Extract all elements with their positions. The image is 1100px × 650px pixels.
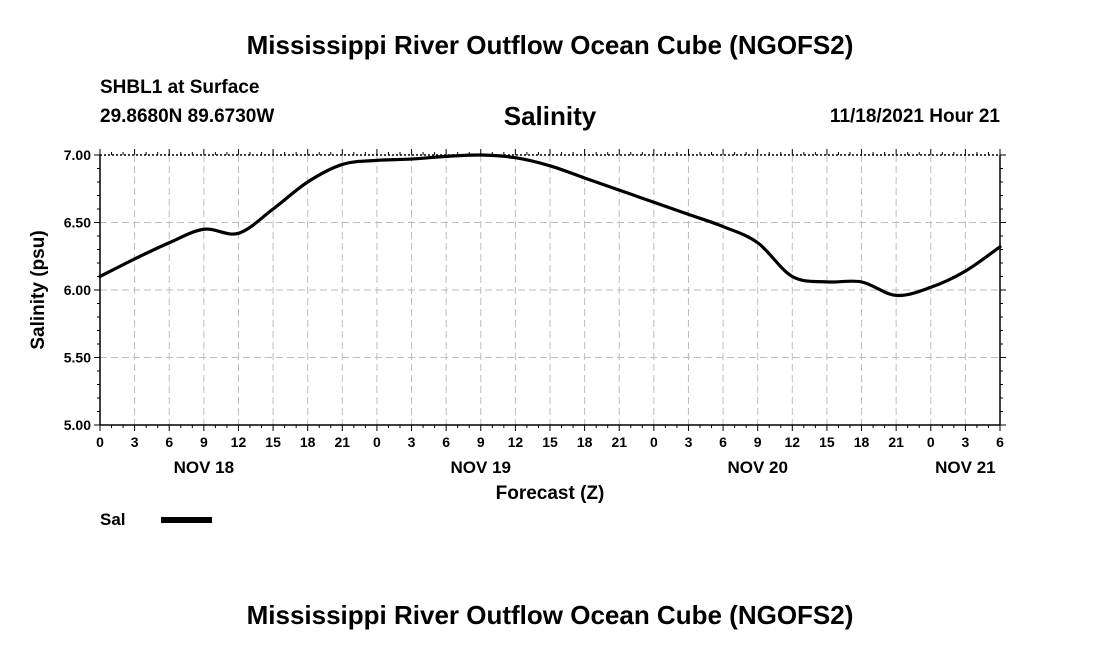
x-tick-label: 0 (96, 434, 104, 450)
station-coords: 29.8680N 89.6730W (100, 106, 275, 127)
x-tick-label: 9 (477, 434, 485, 450)
x-tick-label: 21 (611, 434, 627, 450)
date-label: NOV 20 (727, 458, 787, 477)
y-tick-label: 5.50 (64, 350, 91, 366)
x-tick-label: 9 (754, 434, 762, 450)
x-tick-label: 18 (300, 434, 316, 450)
legend-label: Sal (100, 510, 126, 529)
x-tick-label: 15 (265, 434, 281, 450)
x-tick-label: 3 (408, 434, 416, 450)
y-tick-label: 7.00 (64, 147, 91, 163)
footer-title: Mississippi River Outflow Ocean Cube (NG… (246, 600, 854, 630)
series-line-sal (98, 153, 1002, 298)
station-name: SHBL1 at Surface (100, 77, 260, 98)
y-tick-label: 6.50 (64, 215, 91, 231)
forecast-timestamp: 11/18/2021 Hour 21 (829, 106, 1000, 127)
date-label: NOV 21 (935, 458, 995, 477)
x-tick-label: 6 (996, 434, 1004, 450)
x-tick-label: 6 (442, 434, 450, 450)
x-tick-label: 9 (200, 434, 208, 450)
x-tick-label: 12 (508, 434, 524, 450)
x-tick-label: 3 (131, 434, 139, 450)
x-tick-label: 18 (854, 434, 870, 450)
date-label: NOV 18 (174, 458, 234, 477)
x-tick-label: 0 (373, 434, 381, 450)
x-tick-label: 12 (231, 434, 247, 450)
x-tick-label: 12 (785, 434, 801, 450)
x-axis-title: Forecast (Z) (495, 483, 605, 504)
x-tick-label: 6 (165, 434, 173, 450)
x-tick-label: 3 (685, 434, 693, 450)
date-label: NOV 19 (451, 458, 511, 477)
x-tick-label: 0 (927, 434, 935, 450)
y-tick-label: 6.00 (64, 282, 91, 298)
y-tick-label: 5.00 (64, 417, 91, 433)
x-tick-label: 18 (577, 434, 593, 450)
x-tick-label: 15 (542, 434, 558, 450)
x-tick-label: 21 (888, 434, 904, 450)
x-tick-label: 3 (961, 434, 969, 450)
x-tick-label: 21 (335, 434, 351, 450)
page-title: Mississippi River Outflow Ocean Cube (NG… (246, 30, 854, 60)
x-tick-label: 15 (819, 434, 835, 450)
legend-swatch (161, 517, 212, 523)
x-tick-label: 6 (719, 434, 727, 450)
y-axis-title: Salinity (psu) (28, 230, 49, 349)
x-tick-label: 0 (650, 434, 658, 450)
chart-title: Salinity (503, 101, 597, 131)
